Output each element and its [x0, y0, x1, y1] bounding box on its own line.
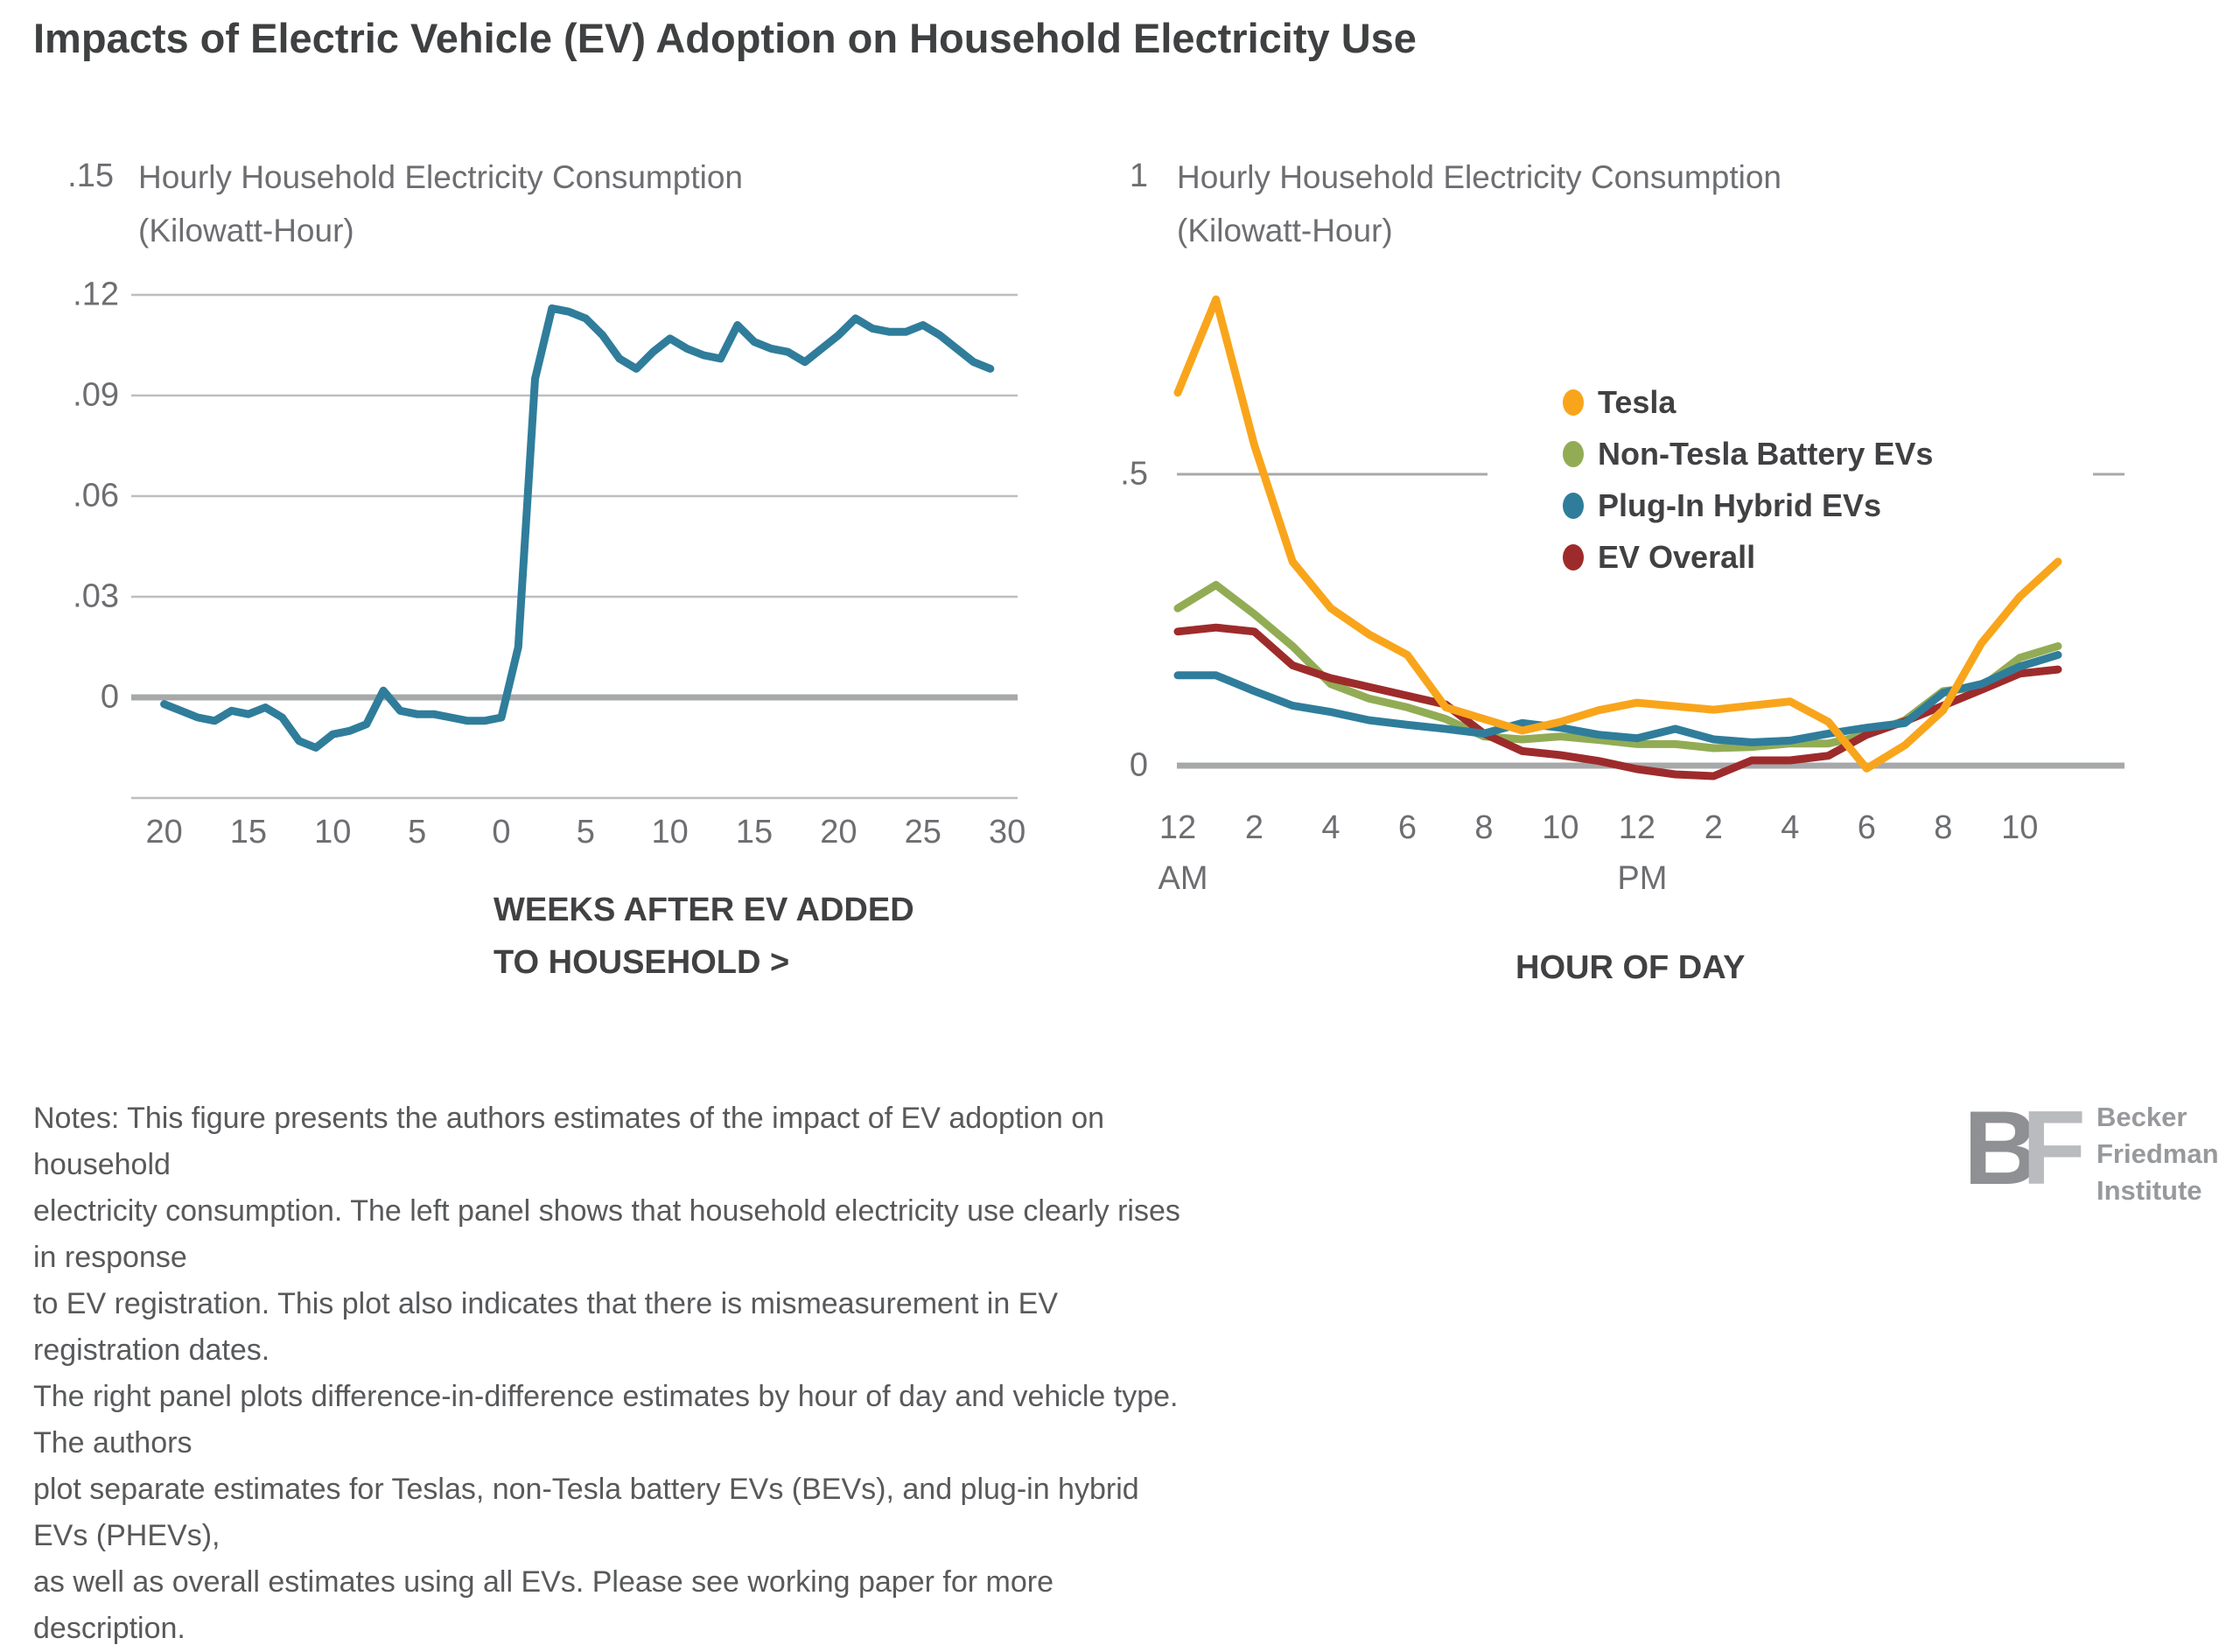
logo-text-line2: Friedman — [2096, 1138, 2219, 1169]
x-tick-label: 6 — [1857, 809, 1876, 846]
x-tick-label: 15 — [735, 814, 774, 850]
left-panel-title: Hourly Household Electricity Consumption… — [138, 150, 743, 257]
x-tick-label: 0 — [492, 814, 511, 850]
logo-wordmark: Becker Friedman Institute — [2096, 1096, 2219, 1209]
x-tick-label: 2 — [1244, 809, 1264, 846]
y-tick-label: .5 — [1120, 455, 1148, 493]
right-chart-series — [1173, 295, 2062, 780]
x-tick-label: 6 — [1397, 809, 1418, 846]
right-chart-gridlines — [1177, 472, 2124, 769]
legend-label: Tesla — [1598, 383, 1676, 420]
left-chart-line — [160, 304, 995, 752]
right-x-axis-title: HOUR OF DAY — [1516, 949, 1746, 986]
x-tick-label: 4 — [1321, 809, 1340, 846]
legend: Tesla Non-Tesla Battery EVs Plug-In Hybr… — [1563, 376, 1933, 583]
legend-item-non-tesla-bev: Non-Tesla Battery EVs — [1563, 428, 1933, 480]
x-tick-label: 20 — [145, 814, 183, 850]
y-tick-label: .09 — [73, 376, 119, 414]
legend-label: EV Overall — [1598, 538, 1756, 575]
left-x-axis-title-line1: WEEKS AFTER EV ADDED — [494, 892, 914, 928]
x-tick-label: 5 — [408, 814, 427, 850]
logo-letter-f: F — [2021, 1089, 2086, 1207]
x-tick-label: 2 — [1704, 809, 1723, 846]
non-tesla-bev-legend-dot-icon — [1563, 440, 1584, 467]
figure-title: Impacts of Electric Vehicle (EV) Adoptio… — [33, 15, 1417, 61]
x-tick-label: 10 — [2001, 809, 2039, 846]
left-x-axis-title: WEEKS AFTER EV ADDED TO HOUSEHOLD > — [494, 884, 914, 989]
right-panel-title: Hourly Household Electricity Consumption… — [1177, 150, 1782, 257]
becker-friedman-institute-logo: B F Becker Friedman Institute — [1964, 1096, 2219, 1209]
y-tick-label: 0 — [1129, 746, 1148, 784]
left-panel-title-line2: (Kilowatt-Hour) — [138, 213, 354, 248]
left-panel-title-line1: Hourly Household Electricity Consumption — [138, 159, 743, 195]
phev-legend-dot-icon — [1563, 492, 1584, 519]
x-tick-label: 12 — [1158, 809, 1197, 846]
ev-overall-legend-dot-icon — [1563, 543, 1584, 570]
legend-item-ev-overall: EV Overall — [1563, 531, 1933, 583]
y-tick-label: .12 — [73, 276, 119, 313]
x-tick-label: 10 — [651, 814, 689, 850]
legend-item-tesla: Tesla — [1563, 376, 1933, 428]
x-tick-label: 10 — [314, 814, 352, 850]
x-tick-label: 4 — [1781, 809, 1800, 846]
right-panel-title-line2: (Kilowatt-Hour) — [1177, 213, 1393, 248]
x-tick-label: 30 — [988, 814, 1026, 850]
right-chart-line-tesla — [1173, 295, 2062, 773]
x-tick-label: 25 — [904, 814, 942, 850]
x-tick-label: 10 — [1542, 809, 1579, 846]
charts-graphic — [131, 293, 2124, 800]
x-tick-label: 8 — [1934, 809, 1953, 846]
tesla-legend-dot-icon — [1563, 388, 1584, 416]
x-tick-label: 15 — [229, 814, 268, 850]
x-tick-sublabel: AM — [1158, 860, 1208, 897]
legend-label: Non-Tesla Battery EVs — [1598, 435, 1934, 472]
x-tick-sublabel: PM — [1617, 860, 1668, 897]
legend-label: Plug-In Hybrid EVs — [1598, 486, 1882, 523]
x-tick-label: 20 — [820, 814, 858, 850]
right-y-axis-top-tick: 1 — [1129, 158, 1148, 194]
logo-text-line1: Becker — [2096, 1102, 2188, 1132]
right-panel-title-line1: Hourly Household Electricity Consumption — [1177, 159, 1782, 195]
x-tick-label: 12 — [1618, 809, 1656, 846]
logo-letter-b: B — [1964, 1089, 2040, 1207]
logo-text-line3: Institute — [2096, 1175, 2202, 1206]
x-tick-label: 8 — [1474, 809, 1494, 846]
y-tick-label: 0 — [100, 678, 119, 716]
right-chart-line-plug-in-hybrid-evs — [1173, 651, 2062, 746]
figure-notes: Notes: This figure presents the authors … — [33, 1102, 1180, 1645]
left-x-axis-title-line2: TO HOUSEHOLD > — [494, 944, 790, 981]
figure-canvas: Impacts of Electric Vehicle (EV) Adoptio… — [33, 15, 2219, 1645]
left-chart-series — [160, 304, 995, 752]
y-tick-label: .03 — [73, 578, 119, 615]
y-tick-label: .06 — [73, 477, 119, 514]
legend-item-phev: Plug-In Hybrid EVs — [1563, 480, 1933, 531]
bf-logo-mark-icon: B F — [1964, 1089, 2086, 1209]
x-tick-label: 5 — [576, 814, 595, 850]
left-y-axis-top-tick: .15 — [67, 158, 114, 194]
left-chart-gridlines — [131, 293, 1018, 800]
